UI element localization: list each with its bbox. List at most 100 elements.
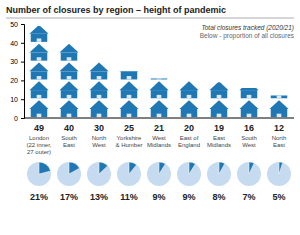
house-door: [157, 95, 162, 98]
y-tick-mark: [21, 43, 24, 44]
house-door: [97, 114, 102, 117]
house-body: [31, 90, 48, 98]
category-label: SouthEast: [61, 135, 77, 148]
pie: [57, 162, 81, 186]
house-door: [187, 95, 192, 98]
house-door: [97, 95, 102, 98]
house-roof: [29, 44, 48, 53]
house-roof: [119, 71, 138, 72]
pie-background: [57, 162, 81, 186]
house: [29, 44, 48, 61]
pie-slice: [129, 162, 137, 174]
house-roof: [29, 26, 48, 34]
percentage-label: 17%: [60, 192, 78, 202]
pie: [267, 162, 291, 186]
house-body: [121, 71, 138, 79]
y-axis-line: [21, 25, 25, 119]
house: [239, 100, 258, 117]
percentage-label: 7%: [242, 192, 255, 202]
house-roof: [59, 63, 78, 72]
house: [89, 100, 108, 117]
category-label: EastMidlands: [207, 135, 231, 148]
pie: [147, 162, 171, 186]
house-door: [247, 95, 252, 98]
value-label: 30: [94, 123, 104, 133]
category-label: NorthWest: [92, 135, 107, 148]
y-tick-label: 10: [10, 96, 18, 103]
category-label: London(22 inner,27 outer): [26, 135, 51, 155]
house-body: [61, 71, 78, 79]
y-tick: 0: [14, 115, 24, 122]
percentage-label: 9%: [152, 192, 165, 202]
house-roof: [89, 81, 108, 90]
house-body: [61, 53, 78, 61]
house: [89, 63, 108, 80]
house-roof: [59, 100, 78, 109]
house: [179, 100, 198, 117]
pie: [117, 162, 141, 186]
house-roof: [89, 63, 108, 72]
house-roof: [179, 100, 198, 109]
house-door: [157, 79, 162, 80]
y-tick-label: 30: [10, 58, 18, 65]
house-body: [271, 109, 288, 117]
house-body: [211, 109, 228, 117]
house: [89, 81, 108, 98]
house-door: [97, 76, 102, 79]
house-body: [271, 95, 288, 98]
house-door: [37, 114, 42, 117]
house-roof: [149, 100, 168, 109]
house-column: [89, 63, 108, 118]
house-body: [121, 90, 138, 98]
pie-slice: [69, 162, 80, 174]
pie-slice: [39, 162, 51, 174]
house-body: [31, 71, 48, 79]
house: [59, 81, 78, 98]
percentage-label: 9%: [182, 192, 195, 202]
house-door: [127, 114, 132, 117]
house-door: [67, 95, 72, 98]
house-body: [151, 90, 168, 98]
y-tick: 20: [10, 77, 24, 84]
y-axis: 0 10 20 30 40 50: [10, 21, 24, 122]
value-label: 12: [274, 123, 284, 133]
percentage-label: 13%: [90, 192, 108, 202]
house: [119, 81, 138, 98]
house: [29, 100, 48, 117]
house-body: [181, 109, 198, 117]
house-body: [121, 109, 138, 117]
house-body: [31, 34, 48, 42]
category-label: NorthEast: [272, 135, 287, 148]
y-tick-mark: [21, 62, 24, 63]
house-door: [277, 95, 282, 98]
y-tick-mark: [21, 99, 24, 100]
pie-background: [87, 162, 111, 186]
house-roof: [149, 81, 168, 90]
house-door: [37, 76, 42, 79]
category-label: WestMidlands: [147, 135, 171, 148]
house: [269, 100, 288, 117]
pie: [27, 162, 51, 186]
y-tick-label: 50: [10, 21, 18, 28]
house-door: [37, 57, 42, 60]
house-column: [239, 88, 258, 117]
value-label: 16: [244, 123, 254, 133]
y-tick: 50: [10, 21, 24, 28]
y-tick: 30: [10, 58, 24, 65]
house: [179, 81, 198, 98]
house-door: [187, 114, 192, 117]
y-tick-label: 40: [10, 40, 18, 47]
house-body: [241, 90, 258, 98]
house-column: [209, 82, 228, 117]
house-door: [127, 95, 132, 98]
percentage-label: 21%: [30, 192, 48, 202]
category-label: SouthWest: [241, 135, 257, 148]
house: [239, 88, 258, 98]
pie-slice: [219, 162, 225, 174]
house: [29, 26, 48, 42]
house: [209, 100, 228, 117]
value-label: 40: [64, 123, 74, 133]
house: [149, 100, 168, 117]
house-roof: [209, 82, 228, 90]
percentage-label: 8%: [212, 192, 225, 202]
